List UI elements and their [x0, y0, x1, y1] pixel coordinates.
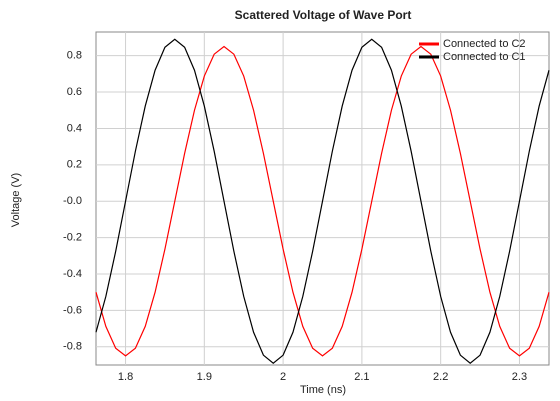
y-tick-label: 0.6: [67, 86, 82, 98]
y-tick-label: 0.8: [67, 50, 82, 62]
x-tick-label: 2.3: [512, 371, 527, 383]
x-axis-label: Time (ns): [300, 384, 346, 396]
y-tick-label: 0.2: [67, 159, 82, 171]
legend-label: Connected to C1: [443, 51, 526, 63]
y-tick-label: -0.4: [63, 268, 82, 280]
x-tick-label: 2.2: [433, 371, 448, 383]
y-tick-label: -0.6: [63, 304, 82, 316]
x-tick-label: 1.8: [118, 371, 133, 383]
y-tick-label: -0.0: [63, 195, 82, 207]
y-tick-label: -0.2: [63, 232, 82, 244]
y-axis-label: Voltage (V): [10, 173, 22, 227]
series-line: [95, 38, 550, 364]
series-line: [95, 45, 550, 357]
y-tick-label: 0.4: [67, 122, 82, 134]
x-tick-label: 2.1: [354, 371, 369, 383]
x-tick-label: 1.9: [197, 371, 212, 383]
chart-title: Scattered Voltage of Wave Port: [235, 8, 412, 22]
y-tick-label: -0.8: [63, 341, 82, 353]
legend-label: Connected to C2: [443, 38, 526, 50]
x-tick-label: 2: [280, 371, 286, 383]
